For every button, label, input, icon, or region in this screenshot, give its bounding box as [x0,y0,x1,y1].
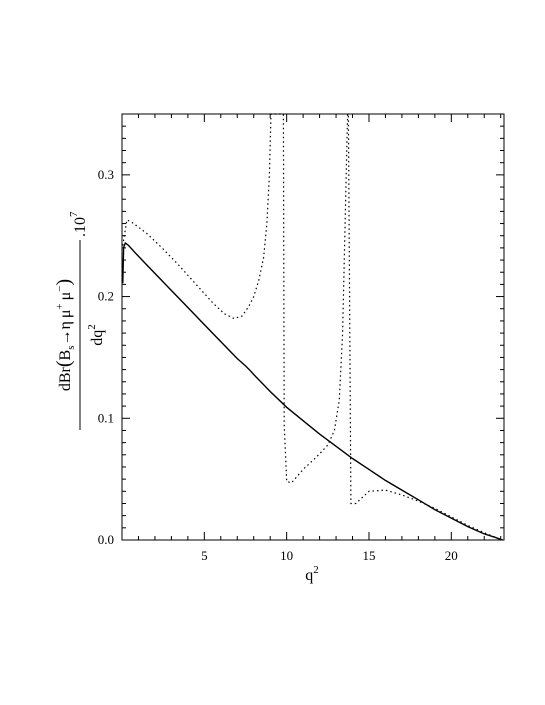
y-label-mu-minus: μ [57,292,74,301]
y-tick-label: 0.0 [98,532,114,547]
plot-frame [121,113,505,541]
series-solid-line [122,241,503,541]
y-label-dq-sup: 2 [86,324,98,330]
x-tick-label: 5 [201,548,208,563]
x-axis-title: q2 [305,564,319,584]
y-label-dbr: dBr [57,366,74,391]
x-axis-title-base: q [305,567,313,584]
x-axis-title-superscript: 2 [313,564,319,576]
y-tick-label: 0.3 [98,167,114,182]
y-axis-title: dBr(Bs→ημ+μ−) dq2 .107 [53,211,106,430]
x-axis-ticks: 5 10 15 20 [137,114,502,563]
y-label-dq: dq [89,330,106,346]
series-dotted-line [122,113,503,541]
y-label-b: B [57,350,74,361]
x-tick-label: 10 [280,548,293,563]
y-label-arrow: → [57,330,74,346]
y-label-mu-plus: μ [57,310,74,319]
y-label-scale-sup: 7 [68,211,80,217]
x-tick-label: 15 [362,548,375,563]
x-tick-label: 20 [445,548,458,563]
y-label-mu-plus-sup: + [54,303,66,309]
y-axis-title-denominator: dq2 [86,324,106,346]
y-axis-title-scale: .107 [68,211,89,237]
y-axis-ticks: 0.0 0.1 0.2 0.3 [98,125,504,547]
y-tick-label: 0.2 [98,289,114,304]
y-label-eta: η [57,321,74,329]
y-axis-title-numerator: dBr(Bs→ημ+μ−) [53,279,77,391]
y-label-scale: .10 [72,217,89,237]
y-label-mu-minus-sup: − [54,286,66,292]
y-tick-label: 0.1 [98,410,114,425]
y-label-b-subscript: s [65,346,77,350]
